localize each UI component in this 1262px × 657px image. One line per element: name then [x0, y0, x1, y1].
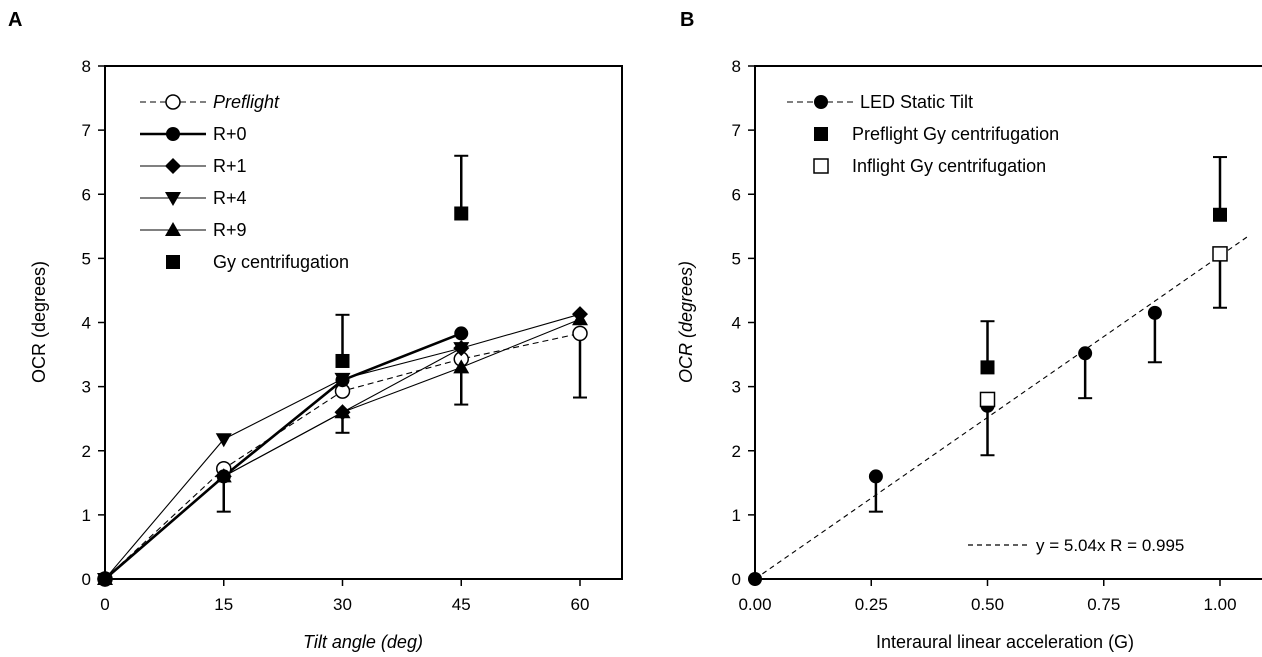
panel-a-legend: Preflight R+0 R+1 R+4 R+9 Gy centrifugation	[140, 92, 349, 272]
b-legend-marker	[814, 95, 828, 109]
panel-b-y-axis-label: OCR (degrees)	[676, 261, 696, 383]
b-x-tick-label: 1.00	[1203, 595, 1236, 614]
panel-b: B 0.00 0.25 0.50 0.75 1.00 0 1 2 3 4 5 6 7 8 Interaur…	[676, 9, 1262, 652]
b-y-tick-label: 7	[732, 121, 741, 140]
a-legend-label: R+9	[213, 220, 247, 240]
a-x-tick-label: 30	[333, 595, 352, 614]
b-series-1-point	[1213, 207, 1227, 222]
b-y-tick-label: 5	[732, 249, 741, 268]
a-series-5-point	[454, 206, 469, 221]
b-legend-marker	[813, 158, 829, 174]
panel-a-series	[97, 154, 588, 587]
b-fit-line	[754, 235, 1249, 580]
a-y-tick-label: 8	[82, 57, 91, 76]
panel-a-axes	[98, 65, 581, 586]
a-y-tick-label: 6	[82, 185, 91, 204]
a-y-tick-label: 2	[82, 442, 91, 461]
a-legend-label: Gy centrifugation	[213, 252, 349, 272]
a-y-tick-label: 1	[82, 506, 91, 525]
panel-b-letter: B	[680, 9, 694, 31]
panel-b-axes	[748, 65, 1221, 586]
a-y-tick-label: 5	[82, 249, 91, 268]
panel-a-x-axis-label: Tilt angle (deg)	[303, 632, 423, 652]
a-x-tick-label: 60	[571, 595, 590, 614]
b-y-tick-label: 2	[732, 442, 741, 461]
a-series-0-line	[104, 332, 581, 580]
b-x-tick-label: 0.75	[1087, 595, 1120, 614]
panel-b-series	[748, 156, 1249, 586]
a-series-4-point	[334, 404, 351, 419]
b-legend-label: LED Static Tilt	[860, 92, 973, 112]
a-series-4-point	[215, 468, 232, 483]
a-series-4-point	[572, 311, 588, 326]
b-series-0-point	[868, 469, 883, 484]
a-legend-marker	[165, 94, 181, 110]
b-y-tick-label: 8	[732, 57, 741, 76]
a-series-1-point	[454, 326, 469, 341]
b-legend-marker	[814, 127, 828, 141]
a-series-4-point	[453, 359, 470, 374]
b-series-1-point	[980, 360, 995, 375]
panel-b-y-axis-label-text: OCR (degrees)	[676, 261, 696, 383]
a-y-tick-label: 4	[82, 314, 91, 333]
a-y-tick-label: 7	[82, 121, 91, 140]
b-x-tick-label: 0.25	[855, 595, 888, 614]
a-series-3-line	[104, 347, 462, 580]
a-legend-label: R+4	[213, 188, 247, 208]
b-y-tick-label: 1	[732, 506, 741, 525]
b-series-2-point	[1212, 246, 1228, 262]
a-legend-label: R+1	[213, 156, 247, 176]
a-series-0-point	[572, 325, 588, 342]
a-legend-marker	[166, 127, 180, 141]
a-x-tick-label: 15	[214, 595, 233, 614]
b-y-tick-label: 6	[732, 185, 741, 204]
b-y-tick-label: 3	[732, 378, 741, 397]
a-series-3-point	[334, 372, 351, 387]
b-series-0-point	[1078, 346, 1093, 361]
a-legend-marker	[165, 192, 181, 206]
a-legend-label: R+0	[213, 124, 247, 144]
b-series-2-point	[979, 391, 996, 408]
b-y-tick-label: 4	[732, 314, 741, 333]
a-series-1-line	[104, 332, 462, 580]
a-y-tick-label: 3	[82, 378, 91, 397]
panel-a-letter: A	[8, 9, 22, 31]
a-x-tick-label: 0	[100, 595, 109, 614]
panel-b-fit-legend: y = 5.04x R = 0.995	[968, 536, 1184, 555]
panel-a-y-axis-label: OCR (degrees)	[29, 261, 49, 383]
b-y-tick-label: 0	[732, 570, 741, 589]
panel-b-x-axis-label: Interaural linear acceleration (G)	[876, 632, 1134, 652]
a-legend-marker	[166, 255, 180, 269]
a-series-3-point	[453, 342, 470, 357]
b-series-0-point	[1147, 305, 1162, 320]
panel-a-plot-frame	[104, 65, 623, 580]
b-legend-label: Preflight Gy centrifugation	[852, 124, 1059, 144]
b-x-tick-label: 0.50	[971, 595, 1004, 614]
a-series-5-point	[335, 353, 350, 368]
a-series-3-point	[215, 433, 232, 448]
a-x-tick-label: 45	[452, 595, 471, 614]
fit-equation-label: y = 5.04x R = 0.995	[1036, 536, 1184, 555]
b-x-tick-label: 0.00	[738, 595, 771, 614]
a-y-tick-label: 0	[82, 570, 91, 589]
b-legend-label: Inflight Gy centrifugation	[852, 156, 1046, 176]
a-legend-marker	[165, 158, 181, 174]
a-legend-label: Preflight	[213, 92, 280, 112]
a-legend-marker	[165, 222, 181, 236]
b-series-0-point	[748, 572, 762, 586]
panel-b-tick-labels: 0.00 0.25 0.50 0.75 1.00 0 1 2 3 4 5 6 7 8	[732, 57, 1237, 614]
a-series-4-point	[97, 571, 113, 585]
panel-b-legend: LED Static Tilt Preflight Gy centrifugati…	[787, 92, 1059, 176]
